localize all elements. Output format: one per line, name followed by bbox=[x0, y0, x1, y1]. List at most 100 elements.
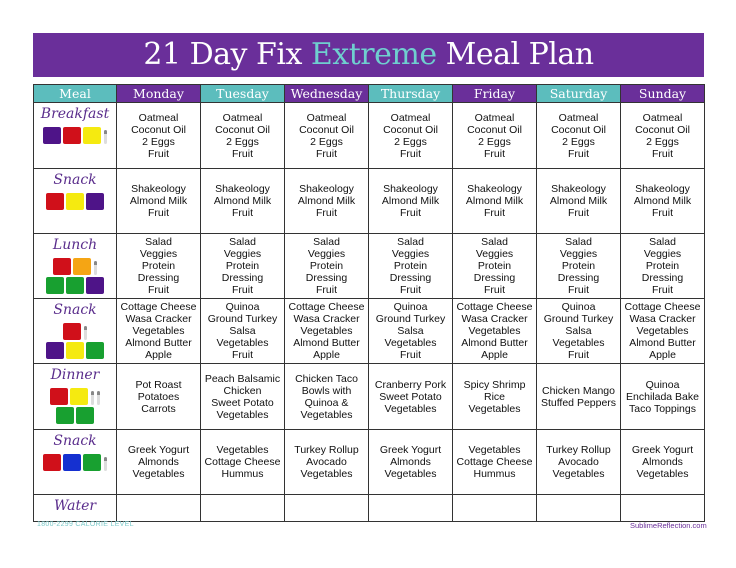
food-item: Cottage Cheese bbox=[204, 456, 281, 468]
food-item: Chicken Taco bbox=[295, 372, 358, 385]
meal-entry-thursday: Quinoa Ground Turkey Salsa Vegetables Fruit bbox=[368, 298, 453, 364]
meal-entry-monday: Greek Yogurt Almonds Vegetables bbox=[116, 429, 201, 495]
teaspoon-icon bbox=[104, 457, 107, 471]
food-item: Almond Milk bbox=[129, 195, 188, 207]
food-item: Protein bbox=[225, 260, 260, 272]
food-item: Apple bbox=[313, 349, 340, 361]
food-item: Vegetables bbox=[468, 444, 521, 456]
meal-entry-wednesday: Chicken Taco Bowls with Quinoa & Vegetables bbox=[284, 363, 369, 430]
red-container-icon bbox=[50, 388, 68, 405]
food-item: Coconut Oil bbox=[467, 123, 522, 136]
food-item: Shakeology bbox=[551, 183, 606, 195]
violet-container-icon bbox=[86, 277, 104, 294]
food-item: Potatoes bbox=[137, 390, 180, 403]
food-item: Turkey Rollup bbox=[546, 444, 611, 456]
food-item: Cottage Cheese bbox=[120, 301, 197, 313]
food-item: Almonds bbox=[642, 456, 683, 468]
meal-entry-tuesday bbox=[200, 494, 285, 522]
food-item: 2 Eggs bbox=[646, 135, 679, 148]
food-item: Ground Turkey bbox=[375, 313, 446, 325]
table-row: Snack Greek Yogurt Almonds Vegetables Vegeta… bbox=[33, 429, 705, 495]
food-item: Quinoa bbox=[645, 378, 680, 391]
meal-entry-monday: Salad Veggies Protein Dressing Fruit bbox=[116, 233, 201, 299]
meal-entry-sunday: Oatmeal Coconut Oil 2 Eggs Fruit bbox=[620, 102, 705, 169]
food-item: Protein bbox=[141, 260, 176, 272]
meal-entry-friday: Oatmeal Coconut Oil 2 Eggs Fruit bbox=[452, 102, 537, 169]
food-item: Almond Butter bbox=[125, 337, 192, 349]
food-item: Quinoa bbox=[561, 301, 596, 313]
food-item: Dressing bbox=[305, 272, 348, 284]
food-item: Hummus bbox=[221, 468, 264, 480]
table-row: Dinner Pot Roast Potatoes Carrots Peach Bals… bbox=[33, 363, 705, 430]
food-item: Veggies bbox=[391, 248, 430, 260]
food-item: Salad bbox=[313, 236, 340, 248]
title-accent: Extreme bbox=[310, 37, 437, 72]
food-item: Cottage Cheese bbox=[456, 301, 533, 313]
meal-entry-wednesday bbox=[284, 494, 369, 522]
food-item: Shakeology bbox=[215, 183, 270, 195]
food-item: Shakeology bbox=[299, 183, 354, 195]
food-item: Vegetables bbox=[468, 402, 521, 415]
meal-entry-thursday: Salad Veggies Protein Dressing Fruit bbox=[368, 233, 453, 299]
food-item: Wasa Cracker bbox=[125, 313, 192, 325]
meal-entry-wednesday: Oatmeal Coconut Oil 2 Eggs Fruit bbox=[284, 102, 369, 169]
meal-entry-friday bbox=[452, 494, 537, 522]
meal-entry-friday: Vegetables Cottage Cheese Hummus bbox=[452, 429, 537, 495]
meal-entry-monday bbox=[116, 494, 201, 522]
calorie-level: 1800-2299 CALORIE LEVEL bbox=[37, 521, 134, 528]
food-item: Quinoa bbox=[393, 301, 428, 313]
meal-entry-wednesday: Turkey Rollup Avocado Vegetables bbox=[284, 429, 369, 495]
food-item: Fruit bbox=[568, 349, 589, 361]
food-item: Almond Milk bbox=[297, 195, 356, 207]
yellow-container-icon bbox=[66, 342, 84, 359]
food-item: Almonds bbox=[138, 456, 179, 468]
food-item: Vegetables bbox=[300, 468, 353, 480]
food-item: Fruit bbox=[316, 207, 337, 219]
food-item: Fruit bbox=[232, 147, 253, 160]
food-item: Veggies bbox=[475, 248, 514, 260]
food-item: Fruit bbox=[400, 349, 421, 361]
food-item: Apple bbox=[649, 349, 676, 361]
food-item: Shakeology bbox=[467, 183, 522, 195]
food-item: 2 Eggs bbox=[226, 135, 259, 148]
food-item: Shakeology bbox=[635, 183, 690, 195]
food-item: Cottage Cheese bbox=[624, 301, 701, 313]
meal-entry-sunday: Quinoa Enchilada Bake Taco Toppings bbox=[620, 363, 705, 430]
food-item: Vegetables bbox=[636, 325, 689, 337]
teaspoon-icon bbox=[94, 261, 97, 275]
table-row: Snack Shakeology Almond Milk Fruit Shakeolog… bbox=[33, 168, 705, 234]
food-item: Oatmeal bbox=[306, 111, 347, 124]
food-item: Protein bbox=[393, 260, 428, 272]
food-item: Fruit bbox=[568, 284, 589, 296]
food-item: Vegetables bbox=[216, 337, 269, 349]
food-item: Coconut Oil bbox=[383, 123, 438, 136]
meal-entry-thursday: Shakeology Almond Milk Fruit bbox=[368, 168, 453, 234]
food-item: Dressing bbox=[557, 272, 600, 284]
food-item: Salad bbox=[481, 236, 508, 248]
food-item: Fruit bbox=[484, 207, 505, 219]
food-item: Stuffed Peppers bbox=[540, 396, 617, 409]
food-item: Dressing bbox=[137, 272, 180, 284]
food-item: Spicy Shrimp bbox=[463, 378, 526, 391]
meal-name: Snack bbox=[53, 433, 97, 449]
meal-name: Lunch bbox=[52, 237, 98, 253]
food-item: Vegetables bbox=[216, 444, 269, 456]
green-container-icon bbox=[83, 454, 101, 471]
teaspoon-icon bbox=[97, 391, 100, 405]
food-item: Ground Turkey bbox=[207, 313, 278, 325]
food-item: Almond Butter bbox=[293, 337, 360, 349]
food-item: Fruit bbox=[400, 207, 421, 219]
food-item: Cranberry Pork bbox=[374, 378, 447, 391]
meal-cell: Water bbox=[33, 494, 117, 522]
container-blocks bbox=[34, 388, 116, 424]
food-item: Vegetables bbox=[300, 408, 353, 421]
food-item: Dressing bbox=[221, 272, 264, 284]
food-item: Hummus bbox=[473, 468, 516, 480]
page-title: 21 Day Fix Extreme Meal Plan bbox=[33, 33, 704, 77]
food-item: Vegetables bbox=[636, 468, 689, 480]
meal-entry-saturday: Oatmeal Coconut Oil 2 Eggs Fruit bbox=[536, 102, 621, 169]
food-item: Salsa bbox=[229, 325, 256, 337]
meal-entry-wednesday: Salad Veggies Protein Dressing Fruit bbox=[284, 233, 369, 299]
yellow-container-icon bbox=[66, 193, 84, 210]
teaspoon-icon bbox=[84, 326, 87, 340]
